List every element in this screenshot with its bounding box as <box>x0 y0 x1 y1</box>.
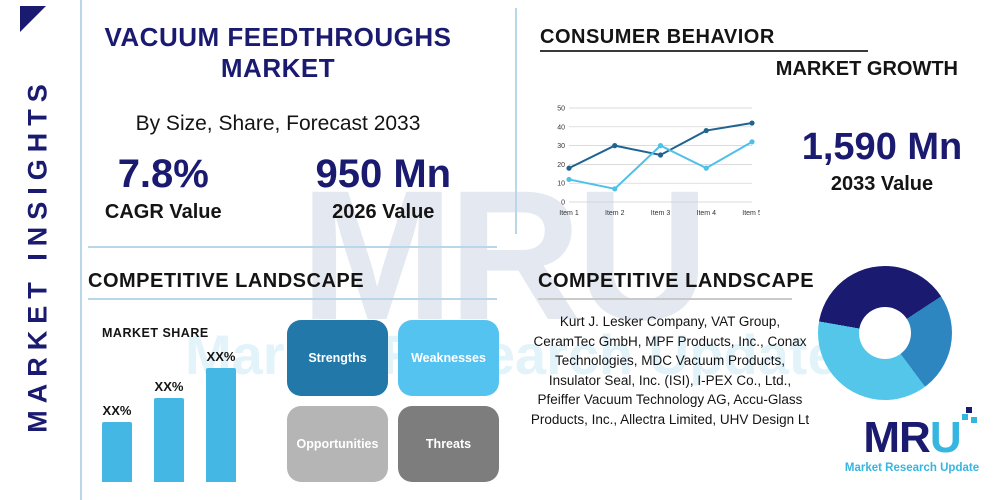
mru-logo-tagline: Market Research Update <box>844 462 980 474</box>
series-dark-marker <box>657 152 664 158</box>
donut-chart <box>818 266 952 400</box>
cagr-value: 7.8% <box>117 152 209 196</box>
competitive-landscape-left-underline <box>88 298 497 300</box>
y-tick-label: 30 <box>557 143 565 150</box>
x-tick-label: Item 2 <box>605 210 625 217</box>
companies-list: Kurt J. Lesker Company, VAT Group, Ceram… <box>530 314 810 427</box>
mru-logo-mark: MRU <box>828 413 996 462</box>
mru-logo: MRU Market Research Update <box>828 413 996 474</box>
competitive-landscape-right-underline <box>538 298 792 300</box>
value-2033-stat: 1,590 Mn 2033 Value <box>782 126 982 196</box>
market-share-label: MARKET SHARE <box>102 326 209 340</box>
value-2026-label: 2026 Value <box>332 201 435 223</box>
value-2026: 950 Mn <box>315 152 452 196</box>
market-share-bars: XX% XX% XX% <box>102 345 272 482</box>
cagr-stat: 7.8% CAGR Value <box>105 152 222 224</box>
sidebar-divider-line <box>80 0 82 500</box>
top-left-panel: VACUUM FEEDTHROUGHS MARKET By Size, Shar… <box>58 0 498 224</box>
y-tick-label: 20 <box>557 162 565 169</box>
value-2033: 1,590 Mn <box>801 126 963 168</box>
growth-line-chart: 0 10 20 30 40 50 Item 1 Item 2 Item 3 Item 4 Item … <box>557 106 762 218</box>
series-light-marker <box>566 176 572 183</box>
corner-triangle-decoration <box>20 6 46 32</box>
market-share-bar: XX% <box>102 403 132 482</box>
value-2033-label: 2033 Value <box>830 173 934 195</box>
series-light-marker <box>703 165 709 171</box>
y-tick-label: 40 <box>557 124 565 131</box>
x-tick-label: Item 5 <box>742 210 760 217</box>
series-dark-marker <box>566 165 572 171</box>
bar-value-label: XX% <box>102 403 132 418</box>
logo-dots-decoration <box>962 414 968 420</box>
market-growth-label: MARKET GROWTH <box>775 58 958 80</box>
cagr-label: CAGR Value <box>104 201 222 223</box>
swot-grid: Strengths Weaknesses Opportunities Threa… <box>287 320 499 482</box>
logo-mark-accent: U <box>929 413 962 462</box>
series-dark-marker <box>749 120 755 126</box>
value-2026-stat: 950 Mn 2026 Value <box>315 152 451 224</box>
series-dark-marker <box>612 143 618 149</box>
swot-weaknesses: Weaknesses <box>398 320 499 396</box>
page-title: VACUUM FEEDTHROUGHS MARKET <box>104 22 452 83</box>
swot-threats: Threats <box>398 406 499 482</box>
series-light-marker <box>612 186 618 192</box>
swot-strengths: Strengths <box>287 320 388 396</box>
x-tick-label: Item 1 <box>559 210 579 217</box>
x-tick-label: Item 3 <box>651 210 671 217</box>
bar-value-label: XX% <box>206 349 236 364</box>
competitive-landscape-left-heading: COMPETITIVE LANDSCAPE <box>88 270 365 292</box>
consumer-behavior-heading: CONSUMER BEHAVIOR <box>540 26 775 48</box>
consumer-behavior-underline <box>540 50 868 52</box>
x-tick-label: Item 4 <box>697 210 717 217</box>
stats-row: 7.8% CAGR Value 950 Mn 2026 Value <box>58 152 498 224</box>
bar <box>102 422 132 482</box>
series-light-marker <box>749 139 755 145</box>
bar-value-label: XX% <box>154 379 184 394</box>
market-share-bar: XX% <box>154 379 184 482</box>
market-share-bar: XX% <box>206 349 236 482</box>
y-tick-label: 10 <box>557 181 565 188</box>
horizontal-divider <box>88 246 497 248</box>
competitive-landscape-right-heading: COMPETITIVE LANDSCAPE <box>538 270 815 292</box>
swot-opportunities: Opportunities <box>287 406 388 482</box>
bar <box>154 398 184 482</box>
series-dark-marker <box>703 127 709 134</box>
series-light-marker <box>657 143 664 149</box>
bar <box>206 368 236 482</box>
sidebar-vertical-title: MARKET INSIGHTS <box>22 77 53 433</box>
page-subtitle: By Size, Share, Forecast 2033 <box>135 112 421 135</box>
y-tick-label: 50 <box>557 106 565 113</box>
growth-chart-box: 0 10 20 30 40 50 Item 1 Item 2 Item 3 Item 4 Item … <box>545 100 762 222</box>
logo-mark-primary: MR <box>863 413 930 462</box>
series-light <box>568 140 753 190</box>
y-tick-label: 0 <box>561 200 565 207</box>
vertical-divider <box>515 8 517 234</box>
